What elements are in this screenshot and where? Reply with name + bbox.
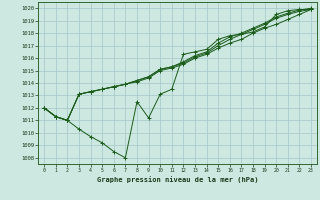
X-axis label: Graphe pression niveau de la mer (hPa): Graphe pression niveau de la mer (hPa)	[97, 176, 258, 183]
